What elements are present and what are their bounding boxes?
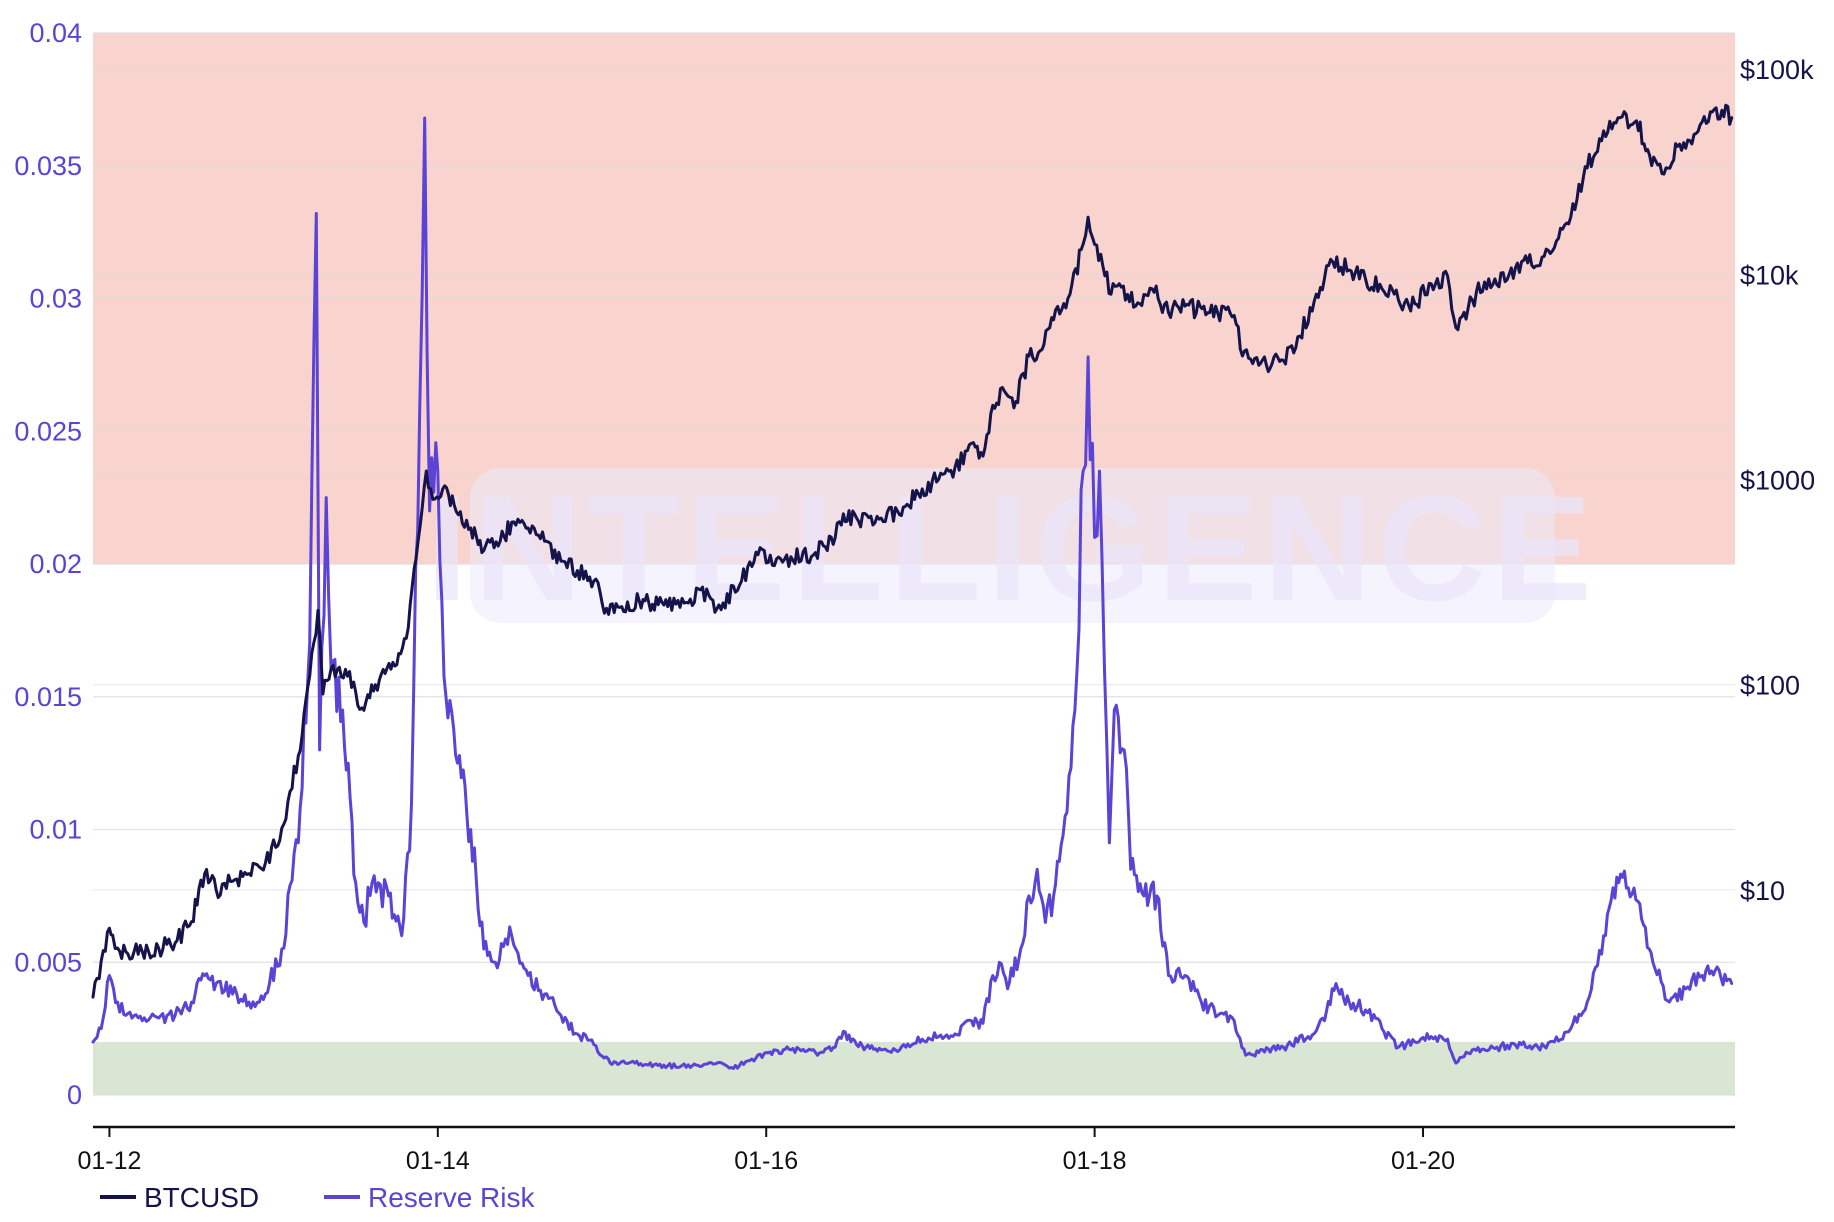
right-tick-label: $10	[1740, 876, 1785, 906]
legend-label: Reserve Risk	[368, 1182, 535, 1213]
watermark-text: INTELLIGENCE	[426, 464, 1598, 632]
right-tick-label: $10k	[1740, 260, 1799, 290]
x-tick-label: 01-12	[77, 1147, 141, 1175]
left-tick-label: 0.035	[14, 151, 82, 181]
legend-label: BTCUSD	[144, 1182, 259, 1213]
right-tick-label: $1000	[1740, 465, 1815, 495]
left-tick-label: 0.01	[29, 815, 82, 845]
x-axis: 01-12 01-14 01-16 01-18 01-20	[77, 1125, 1735, 1175]
right-axis: $10 $100 $1000 $10k $100k	[1740, 55, 1815, 906]
band-1	[93, 1041, 1735, 1095]
x-tick-label: 01-20	[1391, 1147, 1455, 1175]
legend: BTCUSD Reserve Risk	[100, 1182, 535, 1213]
left-tick-label: 0.015	[14, 682, 82, 712]
x-tick-label: 01-18	[1063, 1147, 1127, 1175]
left-tick-label: 0.025	[14, 416, 82, 446]
x-tick-label: 01-16	[734, 1147, 798, 1175]
left-tick-label: 0.005	[14, 947, 82, 977]
x-tick-label: 01-14	[406, 1147, 470, 1175]
left-axis: 0 0.005 0.01 0.015 0.02 0.025 0.03 0.035 0.04	[14, 18, 82, 1110]
left-tick-label: 0.04	[29, 18, 82, 48]
series-line-btcusd	[91, 103, 1734, 999]
series-line-reserve-risk	[91, 116, 1734, 1070]
left-tick-label: 0.03	[29, 284, 82, 314]
series-lines	[91, 103, 1734, 1070]
left-tick-label: 0.02	[29, 549, 82, 579]
right-tick-label: $100	[1740, 671, 1800, 701]
right-tick-label: $100k	[1740, 55, 1814, 85]
left-tick-label: 0	[67, 1080, 82, 1110]
